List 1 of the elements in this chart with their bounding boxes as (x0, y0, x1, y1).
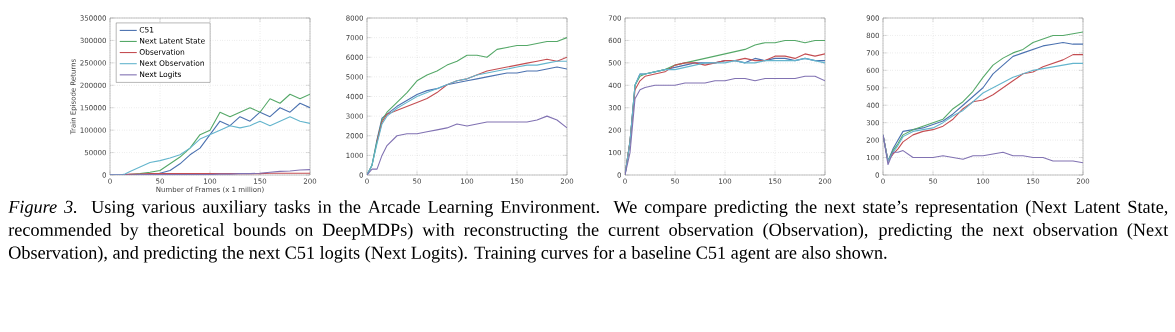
text: Figure 3. Using various auxiliary tasks in the Arcade Learning Environment. We compare predicting the next state’s representation (Next Latent State, recommended by theoretical bounds on DeepMDPs) with reconstructing the current observation (Observation), predicting the next observation (Next Observation), and predicting the next C51 logits (Next Logits). Training curves for a baseline C51 agent are also shown. (8, 200, 1169, 263)
